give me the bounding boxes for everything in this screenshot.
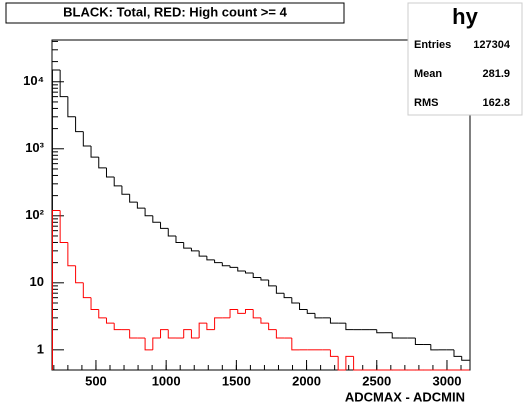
histogram-step <box>214 317 223 330</box>
histogram-step <box>337 356 346 371</box>
histogram-step <box>299 302 308 310</box>
histogram-step <box>160 329 169 339</box>
histogram-step <box>59 69 68 98</box>
histogram-step <box>121 185 130 195</box>
histogram-step <box>183 329 192 339</box>
x-tick-label: 1000 <box>152 373 181 388</box>
histogram-step <box>67 96 76 118</box>
histogram-step <box>144 338 153 351</box>
x-tick-label: 500 <box>85 373 107 388</box>
histogram-step <box>129 329 138 339</box>
histogram-step <box>329 349 339 357</box>
histogram-step <box>345 323 354 331</box>
histogram-step <box>430 344 439 351</box>
x-tick-label: 3000 <box>433 373 462 388</box>
histogram-step <box>98 309 107 319</box>
histogram-step <box>283 293 292 299</box>
x-tick-label: 2500 <box>362 373 391 388</box>
y-tick-label: 10³ <box>25 140 44 155</box>
y-tick-label: 10² <box>25 207 44 222</box>
y-tick-label: 10 <box>30 274 44 289</box>
stats-label: RMS <box>414 97 438 109</box>
histogram-step <box>82 131 92 147</box>
histogram-step <box>268 323 277 331</box>
histogram-step <box>82 282 92 299</box>
histogram-step <box>214 259 223 264</box>
histogram-step <box>229 308 238 318</box>
histogram-step <box>75 265 84 284</box>
histogram-step <box>252 273 261 279</box>
histogram-step <box>353 356 362 371</box>
histogram-step <box>98 157 107 169</box>
histogram-step <box>237 267 246 272</box>
histogram-step <box>237 309 246 314</box>
histogram-step <box>291 297 300 304</box>
x-tick-label: 2000 <box>292 373 321 388</box>
histogram-step <box>105 317 115 324</box>
histogram-step <box>175 235 184 243</box>
histogram-step <box>105 167 115 178</box>
stats-value: 281.9 <box>482 68 510 80</box>
histogram-step <box>229 265 238 268</box>
histogram-step <box>129 194 138 203</box>
histogram-step <box>252 309 261 319</box>
stats-label: Entries <box>414 39 451 51</box>
histogram-step <box>152 337 161 350</box>
histogram-step <box>183 242 192 249</box>
x-tick-label: 1500 <box>222 373 251 388</box>
stats-value: 127304 <box>473 39 511 51</box>
histogram-step <box>461 356 470 361</box>
histogram-step <box>345 355 354 370</box>
histogram-step <box>376 329 385 334</box>
histogram-step <box>275 329 285 339</box>
histogram-step <box>329 317 339 324</box>
histogram-step <box>190 329 200 339</box>
histogram-step <box>206 323 215 331</box>
histogram-step <box>67 242 76 267</box>
title-box <box>5 2 345 24</box>
histogram-step <box>167 329 176 339</box>
histogram-step <box>198 250 207 257</box>
histogram-step <box>51 209 61 370</box>
histogram-step <box>144 208 153 217</box>
stats-label: Mean <box>414 68 442 80</box>
histogram-step <box>244 271 254 274</box>
y-tick-label: 10⁴ <box>23 73 44 88</box>
histogram-step <box>244 308 254 314</box>
histogram-step <box>206 256 215 261</box>
stats-box <box>407 2 523 116</box>
histogram-step <box>221 262 231 267</box>
histogram-step <box>136 202 146 209</box>
histogram-step <box>113 176 122 187</box>
histogram-step <box>391 332 400 339</box>
histogram-step <box>314 313 323 319</box>
histogram-step <box>275 285 285 294</box>
y-tick-label: 1 <box>37 341 44 356</box>
histogram-step <box>75 116 84 133</box>
histogram-step <box>453 349 462 357</box>
chart-title: BLACK: Total, RED: High count >= 4 <box>63 4 287 19</box>
histogram-step <box>160 222 169 229</box>
histogram-step <box>198 322 207 339</box>
histogram-step <box>167 228 176 237</box>
histogram-step <box>113 323 122 331</box>
histogram-step <box>90 297 99 310</box>
histogram-step <box>90 146 99 158</box>
histogram-step <box>190 248 200 252</box>
histogram-step <box>260 277 269 281</box>
histogram-step <box>59 210 68 243</box>
histogram-step <box>306 309 315 314</box>
histogram-step <box>291 338 300 351</box>
x-axis-label: ADCMAX - ADCMIN <box>345 389 465 404</box>
histogram-step <box>268 280 277 287</box>
histogram-step <box>152 215 161 223</box>
stats-value: 162.8 <box>482 97 510 109</box>
histogram-step <box>260 317 269 324</box>
histogram-step <box>414 338 424 346</box>
stats-title: hy <box>452 4 478 29</box>
